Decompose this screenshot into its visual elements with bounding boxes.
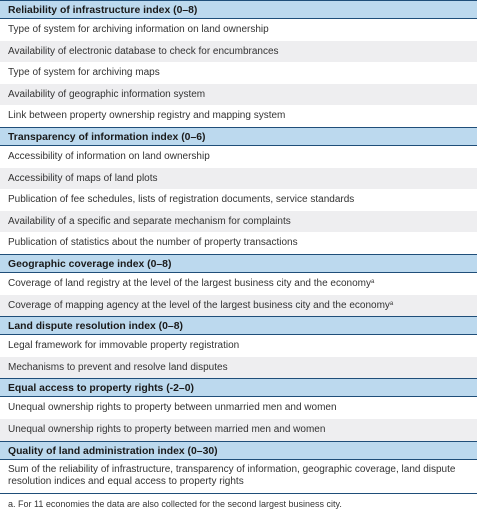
table-row: Legal framework for immovable property r… bbox=[0, 335, 477, 357]
table-row: Publication of statistics about the numb… bbox=[0, 232, 477, 254]
row-text: Type of system for archiving information… bbox=[8, 24, 269, 35]
land-administration-index-table: Reliability of infrastructure index (0–8… bbox=[0, 0, 477, 493]
row-text: Availability of electronic database to c… bbox=[8, 45, 279, 57]
footnote-marker: a bbox=[370, 278, 375, 285]
section-heading: Quality of land administration index (0–… bbox=[0, 440, 477, 460]
row-text: Accessibility of information on land own… bbox=[8, 150, 210, 162]
table-row: Coverage of land registry at the level o… bbox=[0, 273, 477, 295]
row-text: Unequal ownership rights to property bet… bbox=[8, 402, 337, 414]
row-text: Type of system for archiving maps bbox=[8, 67, 160, 79]
section-heading: Geographic coverage index (0–8) bbox=[0, 253, 477, 273]
footnote-marker: a bbox=[389, 300, 394, 307]
table-row: Sum of the reliability of infrastructure… bbox=[0, 460, 477, 493]
table-row: Availability of geographic information s… bbox=[0, 83, 477, 106]
section-heading: Transparency of information index (0–6) bbox=[0, 126, 477, 146]
row-text: Unequal ownership rights to property bet… bbox=[8, 423, 326, 435]
row-text: Mechanisms to prevent and resolve land d… bbox=[8, 361, 228, 373]
row-text: Accessibility of maps of land plots bbox=[8, 172, 158, 184]
row-text: Link between property ownership registry… bbox=[8, 110, 286, 122]
row-text: Coverage of land registry at the level o… bbox=[8, 277, 371, 289]
row-text: Sum of the reliability of infrastructure… bbox=[8, 463, 456, 488]
table-row: Mechanisms to prevent and resolve land d… bbox=[0, 356, 477, 379]
footnote: a. For 11 economies the data are also co… bbox=[0, 492, 477, 509]
table-row: Type of system for archiving information… bbox=[0, 19, 477, 41]
section-heading: Equal access to property rights (-2–0) bbox=[0, 378, 477, 398]
table-row: Unequal ownership rights to property bet… bbox=[0, 418, 477, 441]
table-row: Coverage of mapping agency at the level … bbox=[0, 294, 477, 317]
table-row: Link between property ownership registry… bbox=[0, 105, 477, 127]
row-text: Publication of fee schedules, lists of r… bbox=[8, 194, 355, 206]
row-text: Legal framework for immovable property r… bbox=[8, 340, 240, 352]
table-row: Accessibility of information on land own… bbox=[0, 146, 477, 168]
table-row: Type of system for archiving maps bbox=[0, 62, 477, 84]
table-row: Publication of fee schedules, lists of r… bbox=[0, 189, 477, 211]
row-text: Availability of geographic information s… bbox=[8, 88, 206, 100]
row-text: Coverage of mapping agency at the level … bbox=[8, 299, 390, 311]
row-text: Availability of a specific and separate … bbox=[8, 215, 291, 227]
table-row: Availability of a specific and separate … bbox=[0, 210, 477, 233]
row-text: Publication of statistics about the numb… bbox=[8, 237, 298, 249]
table-row: Unequal ownership rights to property bet… bbox=[0, 397, 477, 419]
section-heading: Land dispute resolution index (0–8) bbox=[0, 316, 477, 336]
section-heading: Reliability of infrastructure index (0–8… bbox=[0, 0, 477, 19]
table-row: Accessibility of maps of land plots bbox=[0, 167, 477, 190]
table-row: Availability of electronic database to c… bbox=[0, 40, 477, 63]
